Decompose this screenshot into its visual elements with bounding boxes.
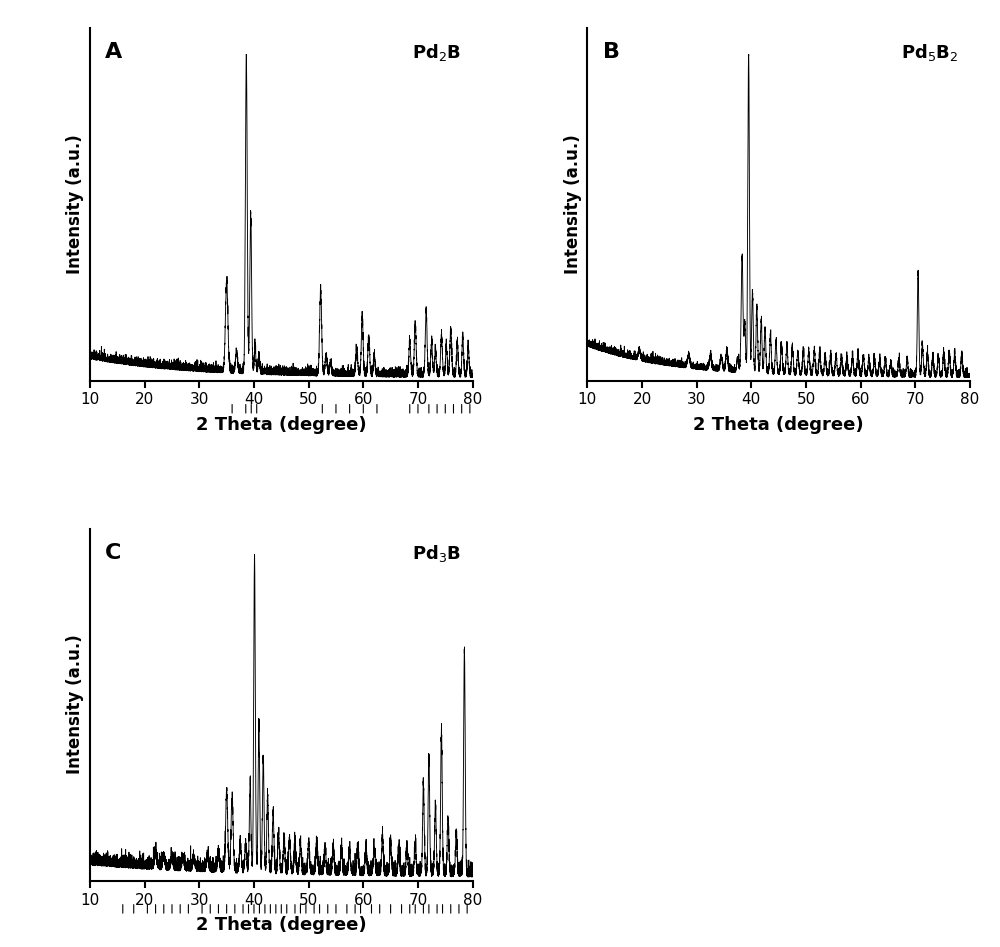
Y-axis label: Intensity (a.u.): Intensity (a.u.)	[66, 134, 84, 275]
Text: Pd$_3$B: Pd$_3$B	[412, 543, 461, 563]
Text: Pd$_2$B: Pd$_2$B	[412, 43, 461, 63]
X-axis label: 2 Theta (degree): 2 Theta (degree)	[693, 416, 864, 434]
Text: C: C	[105, 543, 122, 563]
X-axis label: 2 Theta (degree): 2 Theta (degree)	[196, 416, 367, 434]
Text: B: B	[603, 43, 620, 63]
Y-axis label: Intensity (a.u.): Intensity (a.u.)	[66, 634, 84, 775]
X-axis label: 2 Theta (degree): 2 Theta (degree)	[196, 916, 367, 934]
Text: A: A	[105, 43, 123, 63]
Y-axis label: Intensity (a.u.): Intensity (a.u.)	[564, 134, 582, 275]
Text: Pd$_5$B$_2$: Pd$_5$B$_2$	[901, 43, 959, 63]
